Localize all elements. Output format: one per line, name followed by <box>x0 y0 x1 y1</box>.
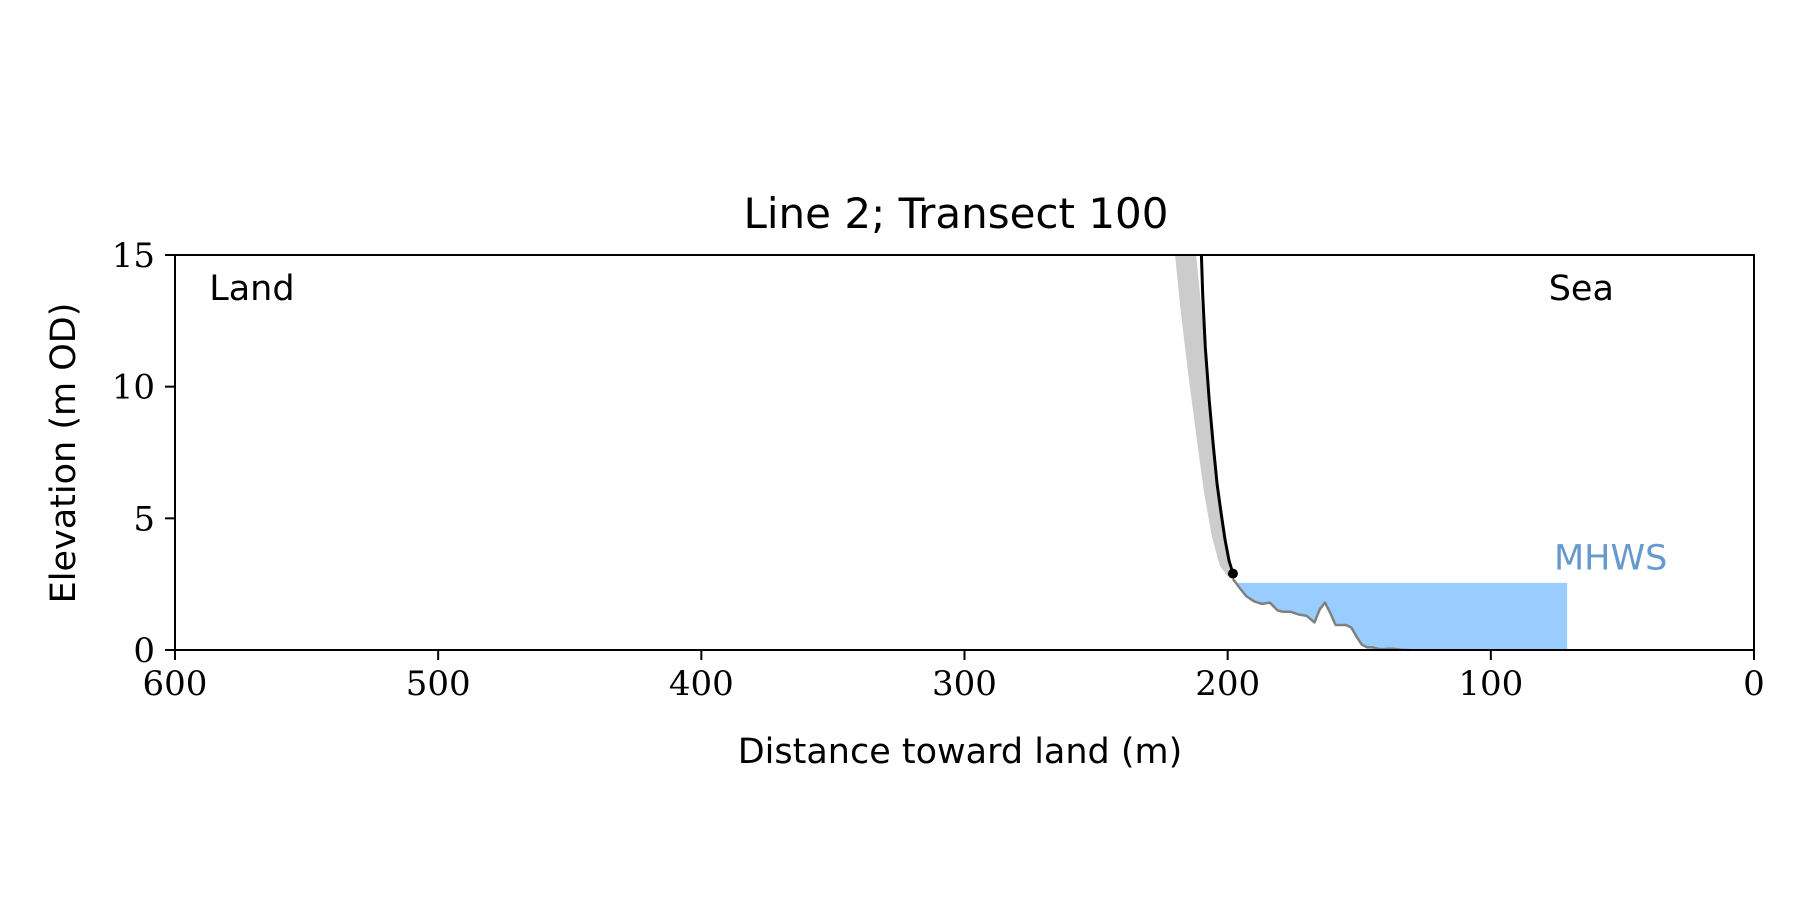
y-tick-label: 10 <box>112 368 155 408</box>
x-tick-label: 500 <box>406 664 471 704</box>
cliff-line <box>1199 255 1235 575</box>
plot-content <box>1175 255 1568 650</box>
plot-area: Land Sea MHWS <box>209 255 1667 650</box>
cliff-toe-point <box>1227 568 1238 579</box>
y-axis-label: Elevation (m OD) <box>44 303 84 604</box>
x-tick-label: 0 <box>1743 664 1765 704</box>
x-tick-label: 300 <box>932 664 997 704</box>
axes: 600 500 400 300 200 100 0 0 5 10 15 <box>112 236 1765 704</box>
annotation-land: Land <box>209 269 294 309</box>
annotation-sea: Sea <box>1549 269 1614 309</box>
y-tick-label: 15 <box>112 236 155 276</box>
x-tick-label: 400 <box>669 664 734 704</box>
annotation-mhws: MHWS <box>1554 539 1667 579</box>
x-tick-label: 600 <box>143 664 208 704</box>
mhws-area <box>1235 582 1568 650</box>
y-tick-label: 5 <box>133 499 155 539</box>
y-tick-label: 0 <box>133 631 155 671</box>
x-tick-label: 200 <box>1195 664 1260 704</box>
chart-title: Line 2; Transect 100 <box>743 189 1168 238</box>
x-tick-label: 100 <box>1458 664 1523 704</box>
uncertainty-band <box>1175 255 1231 577</box>
x-axis-label: Distance toward land (m) <box>738 732 1183 772</box>
